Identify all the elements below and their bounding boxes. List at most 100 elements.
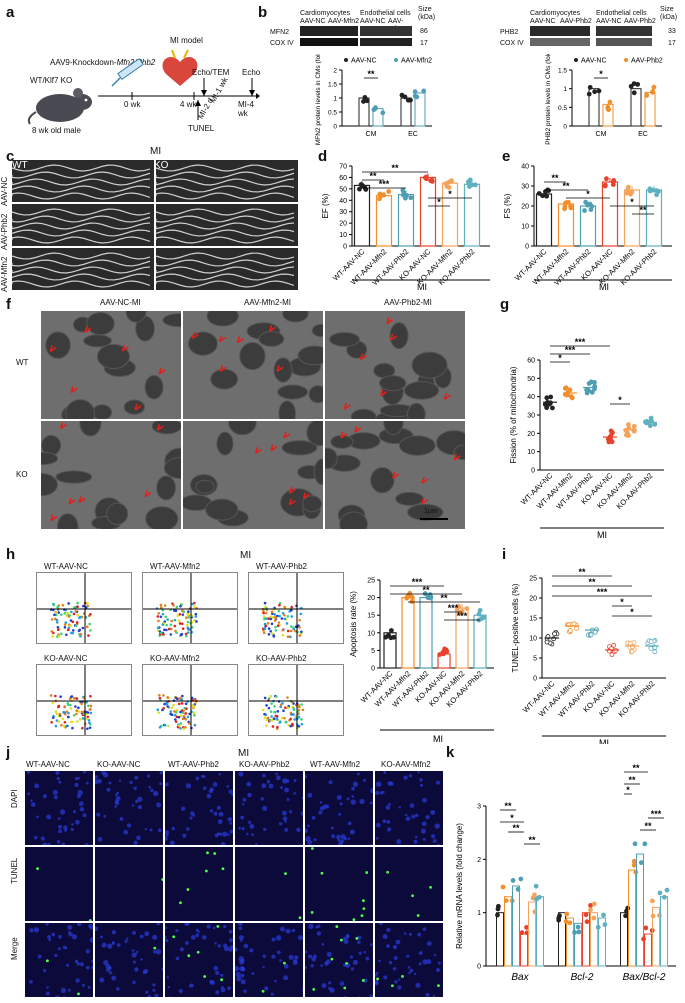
bar <box>375 195 393 247</box>
nucleus <box>134 967 139 972</box>
nucleus <box>53 795 58 800</box>
nucleus <box>413 839 418 844</box>
fluo-row-label: Merge <box>10 937 19 960</box>
tem-texture <box>187 311 323 419</box>
nucleus <box>336 834 341 840</box>
echo-label: Echo <box>242 68 261 77</box>
fluo-grid: WT-AAV-NC KO-AAV-NC WT-AAV-Phb2 KO-AAV-Phb2… <box>10 760 446 1000</box>
flow-event <box>88 726 92 730</box>
fluo-image <box>24 846 94 922</box>
nucleus <box>96 778 102 784</box>
nucleus <box>328 780 333 785</box>
data-point <box>601 912 606 918</box>
flow-event <box>185 616 188 620</box>
flow-event <box>264 624 268 628</box>
data-point <box>624 908 629 914</box>
nucleus <box>118 779 122 782</box>
tunel-positive-cell <box>343 986 347 990</box>
mitochondrion <box>187 331 218 356</box>
nucleus <box>275 935 282 941</box>
data-point <box>609 652 615 658</box>
y-tick-label: 0 <box>525 244 529 251</box>
nucleus <box>167 986 170 989</box>
nucleus <box>311 816 316 820</box>
flow-event <box>71 629 75 632</box>
flow-event <box>175 631 178 635</box>
nucleus <box>218 773 221 776</box>
sig-label: ** <box>578 567 586 577</box>
nucleus <box>46 986 49 989</box>
band-label-phb2: PHB2 <box>500 29 519 36</box>
data-point <box>641 936 646 942</box>
nucleus <box>339 802 343 806</box>
flow-event <box>178 724 181 727</box>
panel-b-left-blot: Cardiomyocytes Endothelial cells AAV-NC … <box>270 10 415 50</box>
tunel-positive-cell <box>310 911 314 914</box>
echo-wall-line <box>12 222 151 230</box>
data-point <box>443 181 449 187</box>
chart-g-fission: 0 10 20 30 40 50 60 Fission (% of mitochondria)… <box>509 337 664 540</box>
flow-event <box>283 605 286 609</box>
flow-event <box>70 610 73 614</box>
flow-event <box>55 719 59 722</box>
flow-event <box>273 613 277 616</box>
data-point <box>405 97 411 103</box>
nucleus <box>209 809 214 813</box>
flow-event <box>80 615 84 619</box>
data-point <box>631 90 637 96</box>
flow-event <box>50 630 54 633</box>
flow-event <box>185 707 188 710</box>
nucleus <box>350 799 357 805</box>
flow-event <box>67 711 70 715</box>
x-category-label: Bcl-2 <box>571 972 594 983</box>
nucleus <box>297 935 303 941</box>
data-point <box>575 924 581 930</box>
tunel-positive-cell <box>345 961 349 965</box>
nucleus <box>251 972 255 976</box>
nucleus <box>42 842 48 845</box>
nucleus <box>350 967 355 971</box>
nucleus <box>184 923 188 926</box>
nucleus <box>126 937 129 940</box>
nucleus <box>161 967 163 972</box>
data-point <box>633 869 639 875</box>
echo-wt-nc <box>12 160 154 202</box>
flow-scatter <box>37 665 131 735</box>
red-arrow-marker <box>70 386 78 394</box>
nucleus <box>182 833 187 838</box>
mitochondrion <box>406 503 444 521</box>
flow-event <box>180 702 184 705</box>
nucleus <box>300 811 303 816</box>
red-arrow-marker <box>343 402 351 410</box>
data-point <box>388 628 394 633</box>
nucleus <box>386 927 391 933</box>
flow-event <box>280 617 284 620</box>
flow-event <box>181 627 185 630</box>
echo-trace <box>156 164 295 200</box>
mitochondrion <box>205 498 239 521</box>
nucleus <box>321 942 325 946</box>
red-arrow-marker <box>391 471 400 479</box>
data-point <box>361 99 366 104</box>
nucleus <box>260 797 264 801</box>
red-arrow-marker <box>59 422 68 430</box>
echo-wall-line <box>12 215 151 223</box>
nucleus <box>217 944 221 948</box>
flow-event <box>66 703 70 707</box>
y-tick-label: 40 <box>527 394 535 401</box>
nucleus <box>338 812 342 816</box>
flow-event <box>179 633 183 637</box>
group-label-mi: MI <box>417 282 427 292</box>
data-point <box>563 200 568 206</box>
tem-ko-phb2 <box>324 420 466 530</box>
nucleus <box>336 794 342 800</box>
nucleus <box>156 923 161 926</box>
flow-event <box>299 612 303 616</box>
flow-event <box>300 630 303 634</box>
mitochondrion <box>278 400 297 419</box>
nucleus <box>227 986 231 991</box>
nucleus <box>103 959 109 966</box>
blot-lane-r4: AAV-Phb2 <box>624 18 656 25</box>
blot-lane-r1: AAV-NC <box>530 18 556 25</box>
nucleus <box>46 814 52 820</box>
